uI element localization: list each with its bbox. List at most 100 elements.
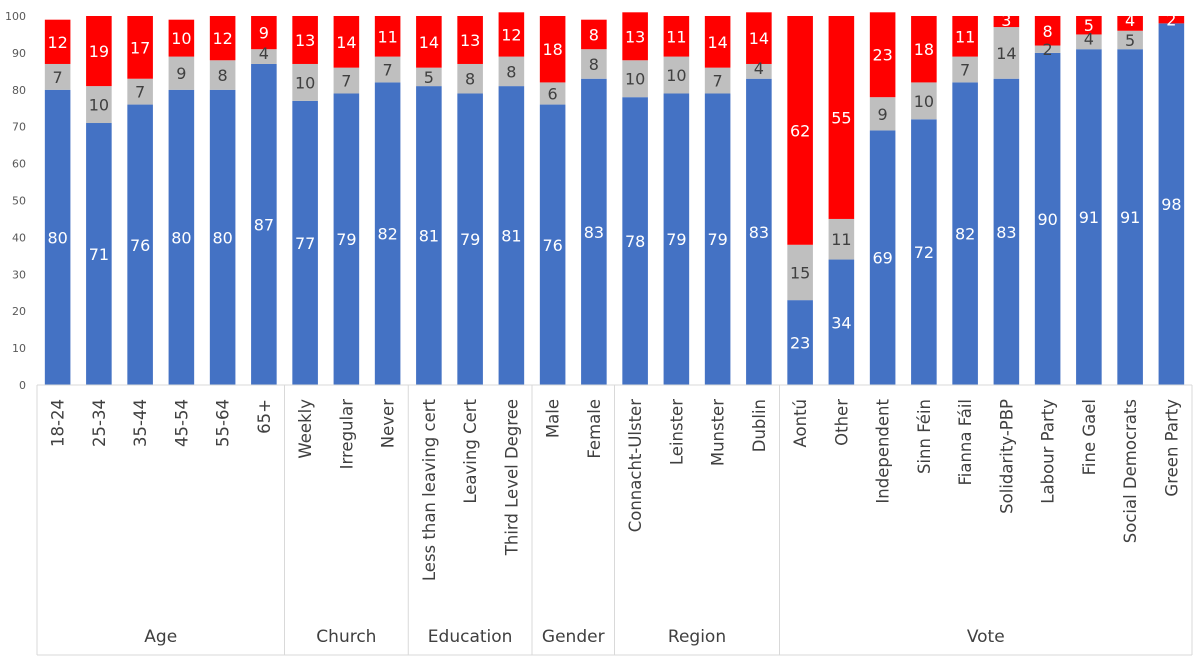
bar-segment bbox=[44, 63, 71, 90]
category-label: Fine Gael bbox=[1080, 399, 1099, 475]
data-label: 91 bbox=[1079, 208, 1099, 227]
category-label: Fianna Fáil bbox=[956, 399, 975, 486]
bar-segment bbox=[828, 259, 855, 385]
category-label: 65+ bbox=[255, 399, 274, 434]
data-label: 15 bbox=[790, 263, 810, 282]
bar-segment bbox=[993, 16, 1020, 28]
bar-segment bbox=[168, 89, 195, 386]
category-label: Social Democrats bbox=[1121, 399, 1140, 543]
bar-segment bbox=[209, 60, 236, 90]
data-label: 5 bbox=[1125, 31, 1135, 50]
data-label: 10 bbox=[89, 96, 109, 115]
data-label: 10 bbox=[914, 92, 934, 111]
data-label: 78 bbox=[625, 232, 645, 251]
bar-segment bbox=[374, 16, 401, 57]
bar-segment bbox=[911, 16, 937, 83]
data-label: 8 bbox=[218, 66, 228, 85]
data-label: 7 bbox=[960, 61, 970, 80]
bar-segment bbox=[168, 19, 195, 57]
bar-segment bbox=[828, 218, 855, 260]
data-label: 19 bbox=[89, 42, 109, 61]
data-label: 79 bbox=[707, 230, 727, 249]
data-label: 23 bbox=[872, 46, 892, 65]
y-tick-label: 20 bbox=[12, 305, 26, 318]
data-label: 10 bbox=[295, 73, 315, 92]
bar-segment bbox=[581, 49, 607, 79]
bar-segment bbox=[292, 63, 318, 101]
labels-layer: 8071271101976717809108081287497710137971… bbox=[47, 11, 1181, 647]
data-label: 13 bbox=[460, 31, 480, 50]
category-label: Solidarity-PBP bbox=[997, 399, 1016, 514]
bar-segment bbox=[416, 86, 442, 386]
group-label: Gender bbox=[542, 627, 605, 647]
data-label: 72 bbox=[914, 243, 934, 262]
category-label: Aontú bbox=[791, 399, 810, 447]
group-label: Church bbox=[316, 627, 376, 647]
bar-segment bbox=[746, 78, 772, 385]
data-label: 80 bbox=[47, 228, 67, 247]
data-label: 7 bbox=[135, 83, 145, 102]
bar-segment bbox=[1117, 30, 1143, 50]
bar-segment bbox=[333, 93, 360, 386]
y-tick-label: 100 bbox=[5, 10, 26, 23]
bar-segment bbox=[333, 16, 360, 68]
bar-segment bbox=[251, 49, 277, 64]
data-label: 69 bbox=[872, 249, 892, 268]
category-label: Connacht-Ulster bbox=[626, 399, 645, 532]
data-label: 55 bbox=[831, 108, 851, 127]
bar-segment bbox=[1117, 49, 1143, 386]
data-label: 18 bbox=[542, 40, 562, 59]
data-label: 91 bbox=[1120, 208, 1140, 227]
bar-segment bbox=[416, 67, 442, 87]
bar-segment bbox=[127, 104, 153, 385]
bar-segment bbox=[1076, 34, 1102, 50]
data-label: 76 bbox=[542, 236, 562, 255]
data-label: 80 bbox=[171, 228, 191, 247]
data-label: 4 bbox=[1084, 29, 1094, 48]
bar-segment bbox=[416, 16, 442, 68]
data-label: 62 bbox=[790, 121, 810, 140]
data-label: 11 bbox=[955, 27, 975, 46]
data-label: 8 bbox=[589, 55, 599, 74]
bar-segment bbox=[86, 86, 112, 124]
data-label: 71 bbox=[89, 245, 109, 264]
bar-segment bbox=[704, 16, 731, 68]
axis-layer: 0 10 20 30 40 50 60 70 80 90 100 bbox=[5, 10, 1193, 656]
bar-segment bbox=[952, 82, 978, 386]
bar-segment bbox=[292, 16, 318, 64]
category-label: Less than leaving cert bbox=[420, 398, 439, 581]
bar-segment bbox=[787, 16, 813, 245]
data-label: 7 bbox=[53, 68, 63, 87]
data-label: 9 bbox=[259, 24, 269, 43]
bar-segment bbox=[1158, 16, 1185, 24]
bar-segment bbox=[209, 16, 236, 61]
bar-segment bbox=[457, 93, 483, 386]
group-label: Region bbox=[668, 627, 726, 647]
data-label: 7 bbox=[713, 72, 723, 91]
data-label: 12 bbox=[501, 25, 521, 44]
data-label: 18 bbox=[914, 40, 934, 59]
data-label: 8 bbox=[506, 62, 516, 81]
bar-segment bbox=[581, 78, 607, 385]
data-label: 23 bbox=[790, 334, 810, 353]
bar-segment bbox=[869, 130, 896, 385]
data-label: 12 bbox=[212, 29, 232, 48]
category-label: 35-44 bbox=[131, 399, 150, 447]
data-label: 6 bbox=[548, 84, 558, 103]
data-label: 14 bbox=[749, 29, 769, 48]
bar-segment bbox=[539, 82, 566, 105]
bar-segment bbox=[374, 82, 401, 386]
y-tick-label: 30 bbox=[12, 268, 26, 281]
bar-segment bbox=[44, 19, 71, 64]
bar-segment bbox=[746, 12, 772, 64]
y-tick-label: 40 bbox=[12, 231, 26, 244]
bar-segment bbox=[127, 78, 153, 105]
data-label: 77 bbox=[295, 234, 315, 253]
category-label: 45-54 bbox=[172, 399, 191, 447]
data-label: 3 bbox=[1001, 11, 1011, 30]
bar-segment bbox=[457, 63, 483, 94]
group-label: Education bbox=[428, 627, 513, 647]
y-tick-label: 10 bbox=[12, 342, 26, 355]
bar-segment bbox=[457, 16, 483, 64]
bar-segment bbox=[787, 244, 813, 301]
